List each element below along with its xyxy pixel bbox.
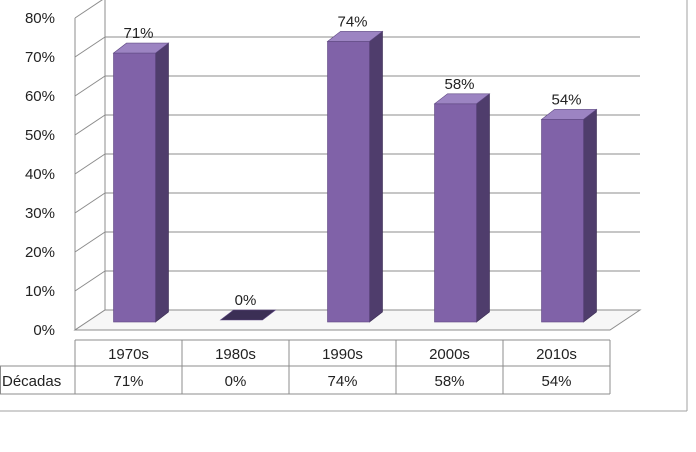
data-label: 0%: [235, 292, 257, 309]
data-table: 1970s 71% 1980s 0% 1990s 74% 2000s 58% 2010s 54% D…: [0, 0, 688, 412]
gridline-diagonal: [74, 153, 106, 175]
y-tick-label: 50%: [25, 127, 55, 144]
bar-top: [433, 93, 491, 105]
y-tick-label: 80%: [25, 10, 55, 27]
gridline-diagonal: [74, 114, 106, 136]
table-value: 0%: [225, 373, 247, 390]
table-value: 74%: [327, 373, 357, 390]
x-tick-label: 1970s: [108, 346, 149, 363]
y-tick-label: 70%: [25, 49, 55, 66]
bar-top: [219, 309, 277, 321]
x-tick-label: 1990s: [322, 346, 363, 363]
bar: [326, 30, 384, 323]
y-axis-tick-labels: 0% 10% 20% 30% 40% 50% 60% 70% 80%: [25, 10, 55, 339]
x-tick-label: 1980s: [215, 346, 256, 363]
bar: [433, 93, 491, 323]
bar-top: [540, 109, 598, 120]
gridline-diagonal: [74, 231, 106, 253]
y-tick-label: 20%: [25, 244, 55, 261]
data-labels: 71% 0% 74% 58% 54%: [123, 13, 581, 309]
table-row-label: Décadas: [2, 373, 61, 390]
bar-front: [113, 52, 156, 323]
gridline-diagonal: [74, 0, 103, 19]
data-label: 54%: [551, 91, 581, 108]
x-tick-label: 2010s: [536, 346, 577, 363]
bar-front: [327, 41, 370, 323]
x-tick-label: 2000s: [429, 346, 470, 363]
bar-side: [155, 42, 169, 323]
gridline-diagonal: [74, 75, 106, 97]
y-tick-label: 40%: [25, 166, 55, 183]
table-value: 71%: [113, 373, 143, 390]
bar: [540, 108, 598, 323]
data-label: 71%: [123, 25, 153, 42]
bar-top: [112, 42, 170, 54]
bar-top: [326, 31, 384, 42]
y-tick-label: 10%: [25, 283, 55, 300]
bar-side: [476, 93, 490, 323]
y-tick-label: 0%: [33, 322, 55, 339]
bar: [219, 309, 277, 321]
y-tick-label: 30%: [25, 205, 55, 222]
bars: [112, 30, 598, 323]
bar-side: [583, 108, 597, 323]
data-label: 74%: [337, 13, 367, 30]
bar-side: [369, 30, 383, 323]
bar-front: [434, 103, 477, 323]
bar-front: [541, 119, 584, 323]
table-value: 58%: [434, 373, 464, 390]
gridline-diagonal: [74, 270, 106, 292]
bar: [112, 42, 170, 323]
table-value: 54%: [541, 373, 571, 390]
gridline-diagonal: [74, 192, 106, 214]
data-label: 58%: [444, 76, 474, 93]
gridline-diagonal: [74, 36, 106, 58]
y-tick-label: 60%: [25, 88, 55, 105]
